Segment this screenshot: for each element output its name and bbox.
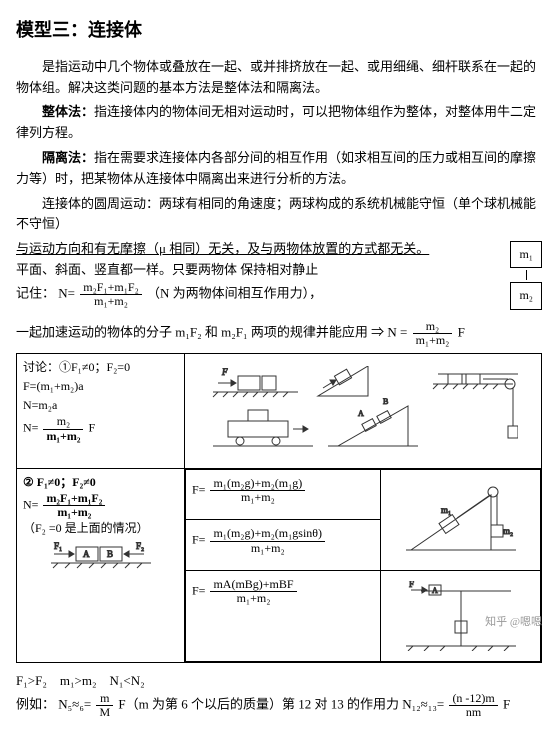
example-line: 例如： N₅≈₆= m M F（m 为第 6 个以后的质量）第 12 对 13 … (16, 692, 542, 719)
r2-fB-frac: m₁(m₂g)+m₂(m₁gsinθ) m₁+m₂ (210, 527, 325, 554)
method2-name: 隔离法： (42, 150, 94, 165)
formula-den: m₁+m₂ (80, 295, 142, 308)
ex-tail: F (503, 696, 510, 711)
method2-desc: 指在需要求连接体内各部分间的相互作用（如求相互间的压力或相互间的摩擦力等）时，把… (16, 150, 536, 186)
accel-fraction: m₂ m₁+m₂ (413, 320, 453, 347)
svg-text:A: A (358, 409, 364, 418)
intro-paragraph: 是指运动中几个物体或叠放在一起、或并排挤放在一起、或用细绳、细杆联系在一起的物体… (16, 57, 542, 99)
r2-note: （F₂ =0 是上面的情况） (23, 519, 178, 538)
cases-table: 讨论：①F₁≠0；F₂=0 F=(m₁+m₂)a N=m₂a N= m₂ m₁+… (16, 353, 542, 663)
r2-fC: F= mA(mBg)+mBF m₁+m₂ (192, 578, 374, 605)
formula-num: m₂F₁+m₁F₂ (80, 281, 142, 295)
method-whole: 整体法：指连接体内的物体间无相对运动时，可以把物体组作为整体，对整体用牛二定律列… (16, 102, 542, 144)
r2-fB-den: m₁+m₂ (210, 542, 325, 555)
method-isolate: 隔离法：指在需要求连接体内各部分间的相互作用（如求相互间的压力或相互间的摩擦力等… (16, 148, 542, 190)
r2-fA-den: m₁+m₂ (210, 491, 305, 504)
r1-l1: F=(m₁+m₂)a (23, 377, 178, 396)
accel-num: m₂ (413, 320, 453, 334)
rule-line-2: 平面、斜面、竖直都一样。只要两物体 保持相对静止 (16, 260, 542, 281)
circular-note: 连接体的圆周运动：两球有相同的角速度；两球构成的系统机械能守恒（单个球机械能不守… (16, 194, 542, 236)
rule-line-1: 与运动方向和有无摩擦（μ 相同）无关，及与两物体放置的方式都无关。 (16, 239, 542, 260)
formula-n-eq: N= (58, 285, 75, 300)
formula-paren: （N 为两物体间相互作用力）， (147, 285, 322, 300)
accel-line: 一起加速运动的物体的分子 m₁F₂ 和 m₂F₁ 两项的规律并能应用 ⇒ N =… (16, 320, 542, 347)
r2-fA-num: m₁(m₂g)+m₂(m₁g) (210, 477, 305, 491)
r1-cond: 讨论：①F₁≠0；F₂=0 (23, 358, 178, 377)
svg-text:B: B (107, 549, 113, 559)
r2-fC-frac: mA(mBg)+mBF m₁+m₂ (210, 578, 296, 605)
block-m2: m₂ (510, 282, 542, 309)
r2-fA-frac: m₁(m₂g)+m₂(m₁g) m₁+m₂ (210, 477, 305, 504)
r1-l2: N=m₂a (23, 396, 178, 415)
accel-n-eq: N = (387, 324, 407, 339)
r2-fA: F= m₁(m₂g)+m₂(m₁g) m₁+m₂ (192, 477, 374, 504)
r2-fB-num: m₁(m₂g)+m₂(m₁gsinθ) (210, 527, 325, 541)
svg-text:F: F (221, 367, 228, 377)
formula-fraction: m₂F₁+m₁F₂ m₁+m₂ (80, 281, 142, 308)
r2-l1-frac: m₂F₁+m₁F₂ m₁+m₂ (43, 492, 105, 519)
page-title: 模型三：连接体 (16, 16, 542, 45)
table-row: ② F₁≠0；F₂≠0 N= m₂F₁+m₁F₂ m₁+m₂ （F₂ =0 是上… (17, 468, 542, 662)
inequality-line: F₁>F₂ m₁>m₂ N₁<N₂ (16, 671, 542, 692)
r2-fA-left: F= (192, 482, 205, 496)
table-row: 讨论：①F₁≠0；F₂=0 F=(m₁+m₂)a N=m₂a N= m₂ m₁+… (17, 353, 542, 468)
ex-num2: (n -12)m (449, 692, 497, 706)
accel-tail: F (458, 324, 465, 339)
ex-frac1: m M (96, 692, 113, 719)
ex-den1: M (96, 706, 113, 719)
ex-label: 例如： (16, 696, 55, 711)
svg-text:F₂: F₂ (136, 541, 144, 551)
method1-desc: 指连接体内的物体间无相对运动时，可以把物体组作为整体，对整体用牛二定律列方程。 (16, 104, 536, 140)
svg-text:m₁: m₁ (441, 505, 451, 515)
r2-l1-left: N= (23, 498, 38, 512)
accel-den: m₁+m₂ (413, 334, 453, 347)
r1-l3-left: N= (23, 421, 38, 435)
svg-text:F: F (409, 581, 414, 589)
ex-left: N₅≈₆= (58, 696, 91, 711)
r1-l3-frac: m₂ m₁+m₂ (43, 415, 83, 442)
r1-l3-num: m₂ (43, 415, 83, 429)
method1-name: 整体法： (42, 104, 94, 119)
r2-l1: N= m₂F₁+m₁F₂ m₁+m₂ (23, 492, 178, 519)
r2-fC-den: m₁+m₂ (210, 592, 296, 605)
r1-l3-den: m₁+m₂ (43, 430, 83, 443)
r1-l3: N= m₂ m₁+m₂ F (23, 415, 178, 442)
block-m1: m₁ (510, 241, 542, 268)
accel-text: 一起加速运动的物体的分子 m₁F₂ 和 m₂F₁ 两项的规律并能应用 ⇒ (16, 324, 384, 339)
diagram-row1: F (191, 358, 535, 464)
r2-fC-left: F= (192, 583, 205, 597)
svg-text:m₂: m₂ (503, 526, 513, 536)
r2-fB: F= m₁(m₂g)+m₂(m₁gsinθ) m₁+m₂ (192, 527, 374, 554)
ex-mid: F（m 为第 6 个以后的质量）第 12 对 13 的作用力 N₁₂≈₁₃= (118, 696, 444, 711)
r2-l1-den: m₁+m₂ (43, 506, 105, 519)
watermark: 知乎 @嗯嗯 (485, 614, 542, 632)
stacked-blocks-diagram: m₁ m₂ (510, 239, 542, 311)
svg-text:A: A (432, 586, 438, 595)
diagram-AB-floor: A B F₁ F₂ (23, 539, 178, 573)
formula-label: 记住： (16, 285, 55, 300)
svg-text:B: B (383, 397, 388, 406)
diagram-incline-pulley: m₁ m₂ (383, 472, 538, 568)
r1-l3-tail: F (88, 421, 95, 435)
r2-l1-num: m₂F₁+m₁F₂ (43, 492, 105, 506)
ex-frac2: (n -12)m nm (449, 692, 497, 719)
r2-fC-num: mA(mBg)+mBF (210, 578, 296, 592)
ex-den2: nm (449, 706, 497, 719)
ex-num1: m (96, 692, 113, 706)
svg-text:F₁: F₁ (54, 541, 62, 551)
svg-text:A: A (83, 549, 90, 559)
main-formula-line: 记住： N= m₂F₁+m₁F₂ m₁+m₂ （N 为两物体间相互作用力）， (16, 281, 542, 308)
r2-fB-left: F= (192, 533, 205, 547)
r2-cond: ② F₁≠0；F₂≠0 (23, 473, 178, 492)
